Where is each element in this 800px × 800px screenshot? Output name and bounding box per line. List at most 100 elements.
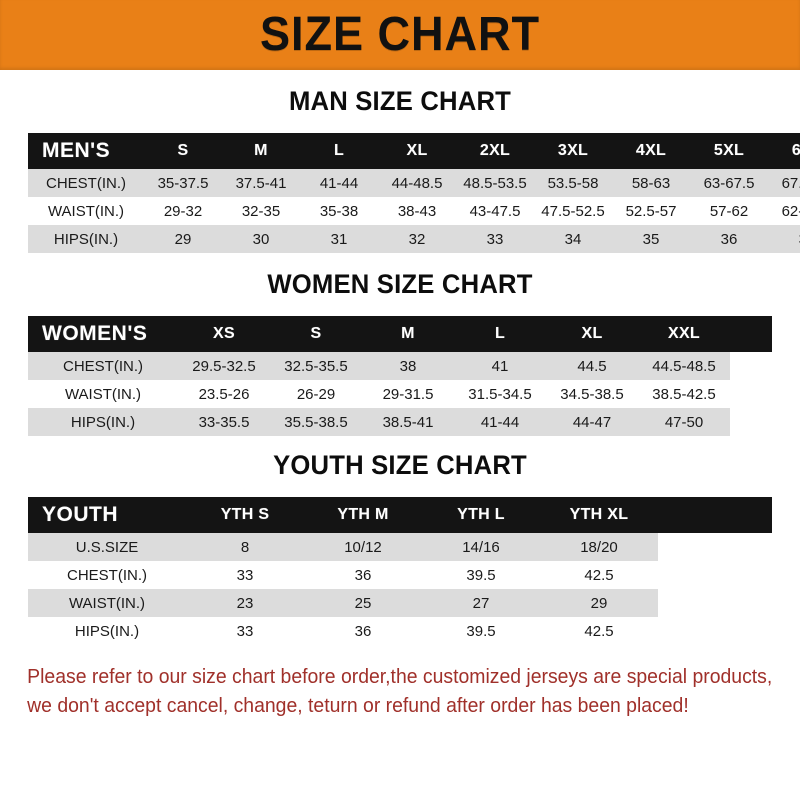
youth-cell: 25 [304,589,422,617]
men-cell: 29-32 [144,197,222,225]
men-cell: 36 [690,225,768,253]
youth-cell: 29 [540,589,658,617]
men-column-header-m: M [254,142,268,159]
youth-cell-spacer [658,561,772,589]
men-cell: 63-67.5 [690,169,768,197]
youth-cell: 14/16 [422,533,540,561]
men-row-label: WAIST(IN.) [28,197,144,225]
women-column-header-xxl: XXL [667,325,701,342]
youth-size-table: YOUTH YTH S YTH M YTH L YTH XL U.S.SIZE 8 10/12… [28,497,772,645]
women-cell: 38.5-42.5 [638,380,730,408]
youth-cell-spacer [658,533,772,561]
women-cell: 26-29 [270,380,362,408]
table-row: WAIST(IN.) 29-32 32-35 35-38 38-43 43-47.5 47.… [28,197,800,225]
women-cell: 41 [454,352,546,380]
youth-cell: 42.5 [540,617,658,645]
youth-size-section: YOUTH SIZE CHART YOUTH YTH S YTH M YTH L YTH… [0,436,800,645]
men-cell: 52.5-57 [612,197,690,225]
youth-cell: 27 [422,589,540,617]
women-section-title: WOMEN SIZE CHART [267,269,533,299]
men-column-header-l: L [333,142,345,159]
men-cell: 57-62 [690,197,768,225]
men-cell: 44-48.5 [378,169,456,197]
men-cell: 32-35 [222,197,300,225]
youth-column-header-yth-l: YTH L [457,506,505,523]
men-column-header-5xl: 5XL [713,142,745,159]
men-cell: 38-43 [378,197,456,225]
order-policy-note: Please refer to our size chart before or… [0,645,776,721]
women-column-header-xs: XS [213,325,235,342]
women-cell: 47-50 [638,408,730,436]
table-row: CHEST(IN.) 35-37.5 37.5-41 41-44 44-48.5 48.5… [28,169,800,197]
men-column-header-4xl: 4XL [635,142,667,159]
page-header-banner: SIZE CHART [0,0,800,70]
youth-row-label: WAIST(IN.) [28,589,186,617]
women-size-section: WOMEN SIZE CHART WOMEN'S XS S M L XL XXL CHEST(… [0,253,800,436]
women-cell-spacer [730,408,772,436]
women-cell: 41-44 [454,408,546,436]
youth-column-header-yth-xl: YTH XL [569,506,629,523]
men-row-label: CHEST(IN.) [28,169,144,197]
youth-cell: 33 [186,561,304,589]
men-cell: 31 [300,225,378,253]
youth-cell: 18/20 [540,533,658,561]
women-cell: 44-47 [546,408,638,436]
man-size-section: MAN SIZE CHART MEN'S S M L XL 2XL 3XL 4XL 5XL 6XL… [0,70,800,253]
youth-cell: 36 [304,617,422,645]
women-row-label: WAIST(IN.) [28,380,178,408]
women-cell: 32.5-35.5 [270,352,362,380]
men-cell: 35-37.5 [144,169,222,197]
youth-cell: 33 [186,617,304,645]
men-cell: 47.5-52.5 [534,197,612,225]
order-policy-line-2: we don't accept cancel, change, teturn o… [27,695,689,717]
men-cell: 34 [534,225,612,253]
table-row: WAIST(IN.) 23.5-26 26-29 29-31.5 31.5-34.5 34… [28,380,772,408]
women-column-header-s: S [310,325,322,342]
youth-cell: 42.5 [540,561,658,589]
men-cell: 35-38 [300,197,378,225]
women-cell: 44.5-48.5 [638,352,730,380]
women-cell: 44.5 [546,352,638,380]
page-title: SIZE CHART [259,8,541,61]
women-cell: 31.5-34.5 [454,380,546,408]
youth-cell: 36 [304,561,422,589]
youth-header-row: YOUTH YTH S YTH M YTH L YTH XL [28,497,772,533]
table-row: U.S.SIZE 8 10/12 14/16 18/20 [28,533,772,561]
men-cell: 33 [456,225,534,253]
youth-column-header-yth-s: YTH S [220,506,270,523]
women-header-row: WOMEN'S XS S M L XL XXL [28,316,772,352]
women-cell-spacer [730,352,772,380]
men-column-header-s: S [177,142,189,159]
table-row: CHEST(IN.) 29.5-32.5 32.5-35.5 38 41 44.5 44.5… [28,352,772,380]
youth-cell: 39.5 [422,617,540,645]
women-cell: 33-35.5 [178,408,270,436]
men-cell: 37.5-41 [222,169,300,197]
women-cell: 35.5-38.5 [270,408,362,436]
men-size-table: MEN'S S M L XL 2XL 3XL 4XL 5XL 6XL CHEST(IN.)35-37… [28,133,800,253]
table-row: WAIST(IN.) 23 25 27 29 [28,589,772,617]
women-table-body: WOMEN'S XS S M L XL XXL CHEST(IN.) 29.5-32.5 32.5… [28,316,772,436]
men-table-body: MEN'S S M L XL 2XL 3XL 4XL 5XL 6XL CHEST(IN.)35-37… [28,133,800,253]
youth-cell: 39.5 [422,561,540,589]
women-cell: 29.5-32.5 [178,352,270,380]
youth-cell-spacer [658,589,772,617]
youth-cell: 10/12 [304,533,422,561]
women-header-spacer [730,316,772,352]
youth-section-title: YOUTH SIZE CHART [273,450,527,480]
men-cell: 35 [612,225,690,253]
youth-column-header-yth-m: YTH M [337,506,389,523]
women-column-header-xl: XL [581,325,603,342]
table-row: CHEST(IN.) 33 36 39.5 42.5 [28,561,772,589]
order-policy-line-1: Please refer to our size chart before or… [27,666,773,688]
youth-row-label-header: YOUTH [42,503,118,526]
man-section-title: MAN SIZE CHART [288,86,512,116]
men-cell: 37 [768,225,800,253]
women-row-label: CHEST(IN.) [28,352,178,380]
women-cell: 29-31.5 [362,380,454,408]
women-size-table: WOMEN'S XS S M L XL XXL CHEST(IN.) 29.5-32.5 32.5… [28,316,772,436]
youth-table-body: YOUTH YTH S YTH M YTH L YTH XL U.S.SIZE 8 10/12… [28,497,772,645]
men-cell: 58-63 [612,169,690,197]
men-cell: 53.5-58 [534,169,612,197]
women-column-header-l: L [494,325,506,342]
youth-row-label: HIPS(IN.) [28,617,186,645]
